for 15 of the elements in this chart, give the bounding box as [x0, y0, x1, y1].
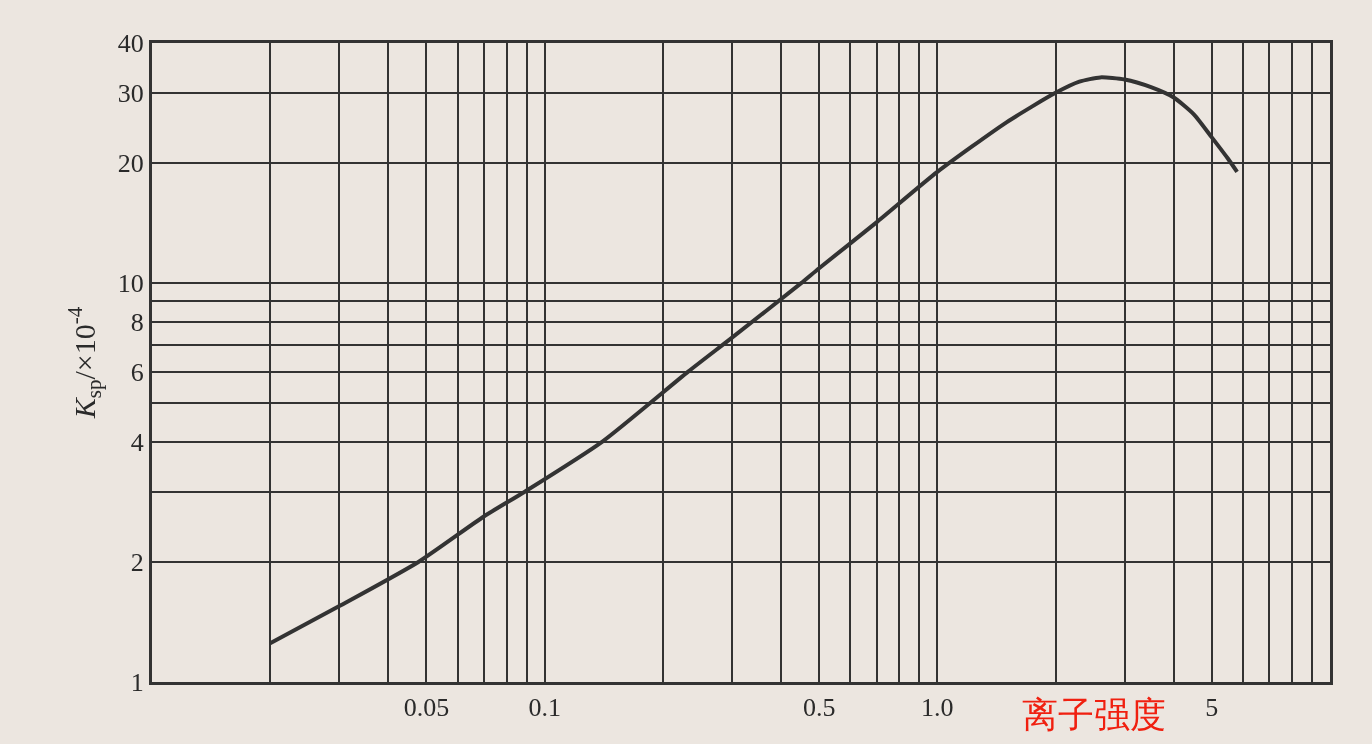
y-tick-label: 8 — [130, 307, 144, 337]
y-tick-label: 30 — [117, 78, 144, 108]
y-tick-label: 1 — [130, 668, 144, 698]
x-tick-label: 0.1 — [528, 693, 561, 723]
y-tick-label: 2 — [130, 548, 144, 578]
x-tick-label: 5 — [1205, 693, 1219, 723]
y-tick-label: 4 — [130, 427, 144, 457]
y-tick-label: 40 — [117, 29, 144, 59]
x-axis-title: 离子强度 — [1022, 694, 1166, 735]
y-tick-label: 20 — [117, 149, 144, 179]
x-tick-label: 0.5 — [802, 693, 836, 723]
y-tick-label: 10 — [117, 269, 144, 299]
x-tick-label: 1.0 — [921, 693, 954, 723]
x-tick-label: 0.05 — [403, 693, 450, 723]
y-tick-label: 6 — [130, 357, 144, 387]
